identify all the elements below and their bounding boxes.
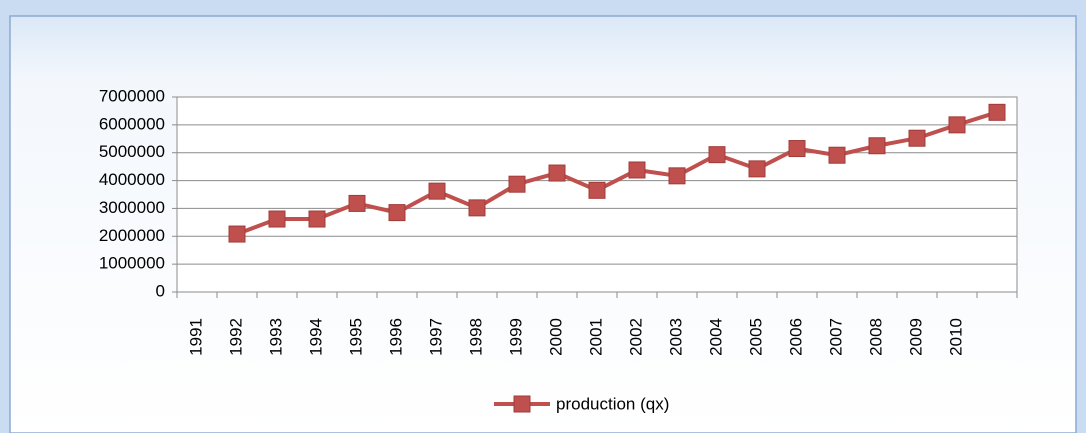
y-tick-label: 3000000 (99, 198, 165, 217)
x-tick-label: 1997 (426, 318, 445, 356)
marker (628, 161, 646, 179)
x-tick-label: 2007 (826, 318, 845, 356)
x-tick-label: 1993 (266, 318, 285, 356)
marker (588, 181, 606, 199)
y-tick-label: 4000000 (99, 170, 165, 189)
marker (828, 146, 846, 164)
marker (428, 182, 446, 200)
marker (788, 140, 806, 158)
marker (908, 129, 926, 147)
x-tick-label: 2003 (666, 318, 685, 356)
marker (508, 175, 526, 193)
x-tick-label: 2009 (906, 318, 925, 356)
x-tick-label: 2002 (626, 318, 645, 356)
marker (548, 164, 566, 182)
marker (308, 210, 326, 228)
marker (668, 167, 686, 185)
legend-label: production (qx) (556, 394, 669, 413)
x-tick-label: 1999 (506, 318, 525, 356)
y-tick-label: 0 (156, 281, 165, 300)
x-tick-label: 1992 (226, 318, 245, 356)
marker (748, 160, 766, 178)
y-tick-label: 5000000 (99, 142, 165, 161)
x-tick-label: 1998 (466, 318, 485, 356)
x-tick-label: 2008 (866, 318, 885, 356)
y-tick-label: 2000000 (99, 226, 165, 245)
marker (268, 210, 286, 228)
x-tick-label: 2001 (586, 318, 605, 356)
x-tick-label: 2004 (706, 318, 725, 356)
y-tick-label: 6000000 (99, 114, 165, 133)
y-tick-label: 1000000 (99, 254, 165, 273)
marker (988, 103, 1006, 121)
x-tick-label: 2005 (746, 318, 765, 356)
x-tick-label: 2010 (946, 318, 965, 356)
x-tick-label: 2000 (546, 318, 565, 356)
marker (468, 199, 486, 217)
marker (948, 116, 966, 134)
marker (348, 194, 366, 212)
x-tick-label: 2006 (786, 318, 805, 356)
marker (228, 225, 246, 243)
x-tick-label: 1995 (346, 318, 365, 356)
marker (708, 146, 726, 164)
x-tick-label: 1996 (386, 318, 405, 356)
marker (388, 204, 406, 222)
x-tick-label: 1994 (306, 318, 325, 356)
y-tick-label: 7000000 (99, 86, 165, 105)
marker (868, 137, 886, 155)
legend-marker (513, 395, 531, 413)
x-tick-label: 1991 (186, 318, 205, 356)
